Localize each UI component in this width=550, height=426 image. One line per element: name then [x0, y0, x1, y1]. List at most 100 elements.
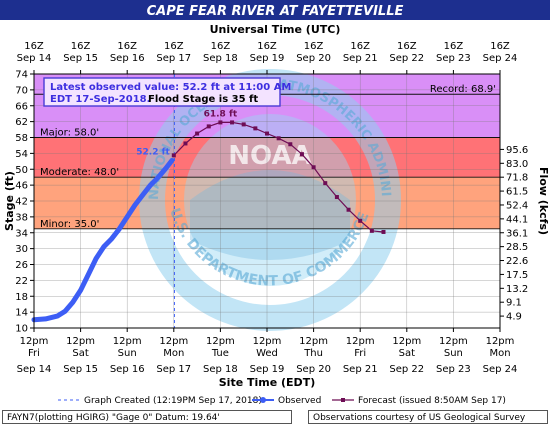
- bottom-tick-date-4: Sep 18: [203, 364, 238, 375]
- forecast-point-13: [323, 181, 328, 186]
- top-tick-hour-9: 16Z: [444, 41, 464, 52]
- gauge-datum-text: FAYN7(plotting HGIRG) "Gage 0" Datum: 19…: [7, 413, 220, 423]
- flow-tick-label-6: 36.1: [506, 228, 528, 239]
- observed-point-4: [70, 300, 76, 305]
- flow-tick-label-10: 71.8: [506, 173, 528, 184]
- bottom-tick-date-5: Sep 19: [250, 364, 285, 375]
- forecast-point-0: [171, 153, 176, 158]
- top-tick-hour-7: 16Z: [350, 41, 370, 52]
- forecast-point-9: [276, 136, 281, 141]
- observed-point-14: [148, 182, 153, 188]
- bottom-tick-time-10: 12pm: [486, 336, 515, 347]
- observed-point-10: [117, 226, 122, 231]
- forecast-point-11: [299, 152, 304, 157]
- bottom-tick-date-9: Sep 23: [436, 364, 471, 375]
- bottom-tick-time-4: 12pm: [206, 336, 235, 347]
- bottom-tick-day-5: Wed: [256, 348, 278, 359]
- y-tick-label-14: 66: [15, 101, 28, 112]
- observed-point-2: [55, 313, 60, 319]
- y-tick-label-9: 46: [15, 181, 28, 192]
- legend-graph-created-label: Graph Created (12:19PM Sep 17, 2018): [84, 396, 262, 406]
- top-tick-hour-6: 16Z: [304, 41, 324, 52]
- bottom-tick-day-3: Mon: [163, 348, 184, 359]
- bottom-tick-time-0: 12pm: [20, 336, 49, 347]
- top-tick-hour-8: 16Z: [397, 41, 417, 52]
- y-tick-label-12: 58: [15, 133, 28, 144]
- major-label: Major: 58.0': [40, 128, 99, 139]
- top-tick-date-7: Sep 21: [343, 53, 378, 64]
- forecast-point-4: [218, 120, 223, 125]
- flow-tick-label-5: 28.5: [506, 242, 528, 253]
- observed-point-11: [125, 214, 130, 220]
- bottom-tick-time-1: 12pm: [66, 336, 95, 347]
- observed-point-9: [109, 236, 114, 241]
- observation-credit: Observations courtesy of US Geological S…: [308, 410, 548, 424]
- info-box: [43, 77, 281, 107]
- forecast-point-3: [206, 124, 211, 129]
- forecast-point-16: [358, 218, 363, 223]
- flow-tick-label-11: 83.0: [506, 159, 528, 170]
- forecast-point-14: [334, 195, 339, 200]
- flow-tick-label-9: 61.5: [506, 187, 528, 198]
- observed-point-13: [140, 192, 145, 198]
- bottom-tick-date-1: Sep 15: [63, 364, 98, 375]
- bottom-tick-time-7: 12pm: [346, 336, 375, 347]
- chart-title: CAPE FEAR RIVER AT FAYETTEVILLE: [147, 4, 404, 19]
- bottom-tick-time-3: 12pm: [159, 336, 188, 347]
- forecast-point-10: [288, 142, 293, 147]
- observed-point-1: [43, 316, 48, 322]
- flow-tick-label-8: 52.4: [506, 200, 528, 211]
- bottom-tick-date-7: Sep 21: [343, 364, 378, 375]
- top-tick-hour-5: 16Z: [257, 41, 277, 52]
- forecast-point-18: [381, 229, 386, 234]
- bottom-tick-day-7: Fri: [354, 348, 366, 359]
- forecast-point-8: [265, 131, 269, 136]
- flow-tick-label-7: 44.1: [506, 214, 528, 225]
- y-axis-label: Stage (ft): [3, 171, 16, 231]
- y-tick-label-2: 18: [15, 292, 28, 303]
- y-tick-label-11: 54: [15, 149, 28, 160]
- top-tick-date-3: Sep 17: [156, 53, 191, 64]
- observed-point-16: [163, 165, 169, 171]
- flow-tick-label-1: 9.1: [506, 298, 522, 309]
- flow-tick-label-0: 4.9: [506, 312, 522, 323]
- bottom-tick-day-2: Sun: [118, 348, 137, 359]
- y-tick-label-16: 74: [15, 70, 28, 81]
- y-tick-label-3: 22: [15, 276, 28, 287]
- y-tick-label-4: 26: [15, 260, 28, 271]
- y-tick-label-5: 30: [15, 244, 28, 255]
- observed-point-3: [62, 309, 68, 314]
- legend-forecast-marker: [341, 398, 345, 402]
- forecast-point-7: [253, 126, 258, 131]
- bottom-tick-day-10: Mon: [489, 348, 510, 359]
- bottom-tick-date-2: Sep 16: [110, 364, 145, 375]
- info-line-2b: Flood Stage is 35 ft: [148, 94, 258, 105]
- y-tick-label-0: 10: [15, 324, 28, 335]
- bottom-tick-time-8: 12pm: [392, 336, 421, 347]
- watermark-center: [184, 114, 356, 286]
- top-tick-hour-1: 16Z: [71, 41, 91, 52]
- info-line-1: Latest observed value: 52.2 ft at 11:00 …: [50, 82, 291, 93]
- y-tick-label-8: 42: [15, 197, 28, 208]
- moderate-label: Moderate: 48.0': [40, 167, 119, 178]
- top-tick-date-6: Sep 20: [296, 53, 331, 64]
- top-tick-date-8: Sep 22: [389, 53, 424, 64]
- bottom-tick-day-9: Sun: [444, 348, 463, 359]
- y-tick-label-1: 14: [15, 308, 28, 319]
- top-tick-hour-10: 16Z: [490, 41, 510, 52]
- top-axis-label: Universal Time (UTC): [210, 23, 341, 36]
- legend-observed-label: Observed: [278, 396, 321, 406]
- observation-credit-text: Observations courtesy of US Geological S…: [313, 413, 526, 423]
- observed-peak-label: 52.2 ft: [136, 148, 170, 158]
- y-tick-label-10: 50: [15, 165, 28, 176]
- y-tick-label-13: 62: [15, 117, 28, 128]
- title-bar: [0, 0, 550, 20]
- bottom-tick-day-1: Sat: [72, 348, 88, 359]
- y-tick-label-15: 70: [15, 85, 28, 96]
- bottom-tick-date-0: Sep 14: [17, 364, 52, 375]
- forecast-point-17: [369, 228, 374, 233]
- forecast-point-6: [241, 122, 246, 127]
- top-tick-hour-2: 16Z: [117, 41, 137, 52]
- legend-observed-marker: [260, 397, 266, 403]
